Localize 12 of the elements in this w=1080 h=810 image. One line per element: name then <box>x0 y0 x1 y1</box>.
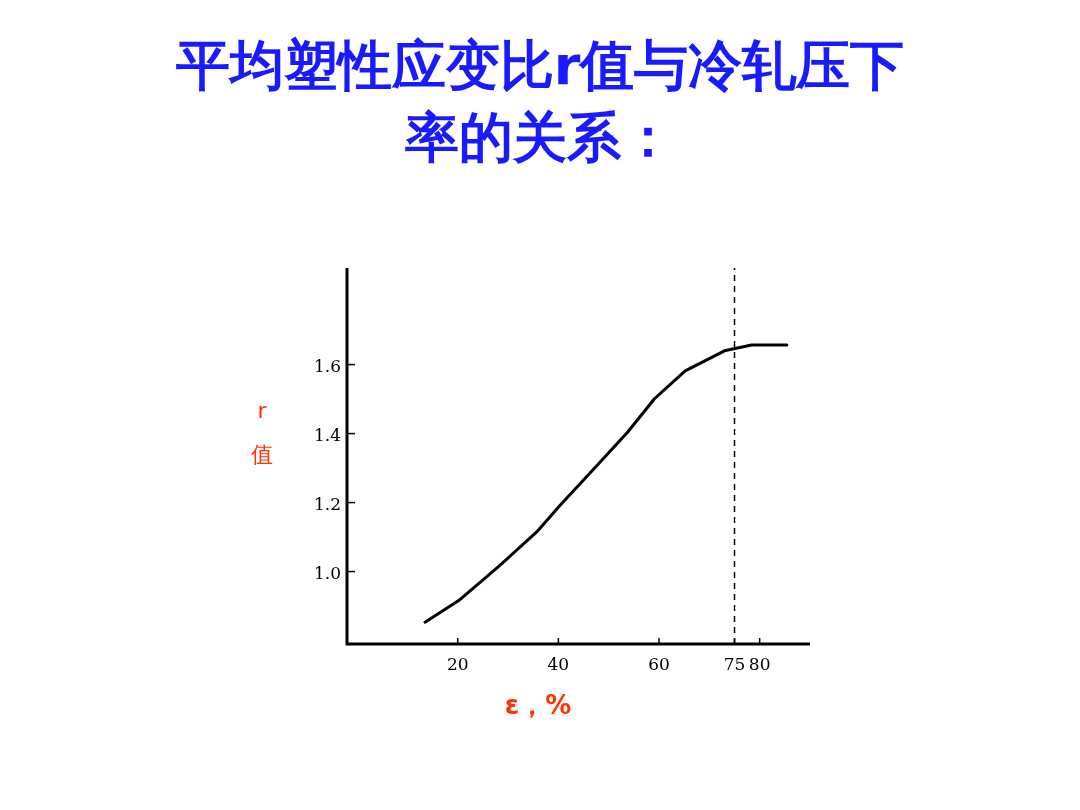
y-tick-label: 1.6 <box>313 355 341 376</box>
x-tick-label: 75 <box>723 654 746 674</box>
y-tick-label: 1.0 <box>313 562 341 583</box>
y-tick-label: 1.4 <box>313 424 341 445</box>
x-tick-label: 20 <box>446 654 469 674</box>
y-tick-label: 1.2 <box>313 493 341 514</box>
x-tick-label: 80 <box>748 654 771 674</box>
x-tick-label: 60 <box>648 654 670 674</box>
x-axis-title: ε，% <box>504 690 572 720</box>
chart-title: 平均塑性应变比r值与冷轧压下率的关系： <box>174 33 906 171</box>
x-tick-label: 40 <box>547 654 570 674</box>
y-axis-title: r值 <box>251 398 273 467</box>
